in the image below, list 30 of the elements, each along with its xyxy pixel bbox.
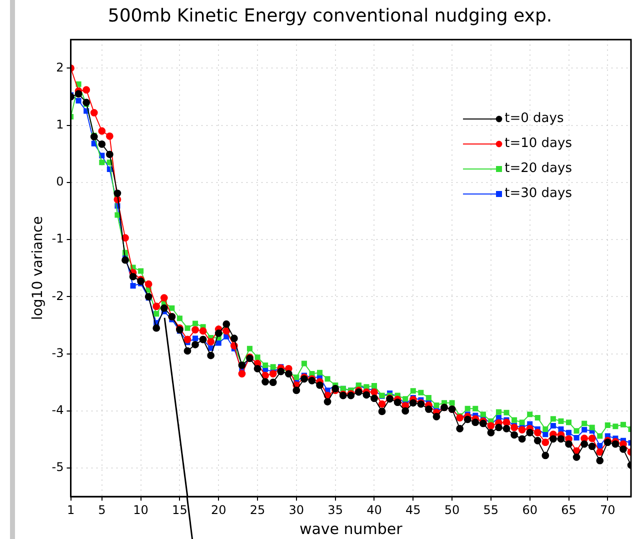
x-tick-label: 25 bbox=[250, 502, 266, 517]
x-tick-label: 50 bbox=[444, 502, 460, 517]
x-tick-label: 40 bbox=[366, 502, 382, 517]
x-tick-label: 30 bbox=[288, 502, 304, 517]
y-tick-label: -4 bbox=[52, 403, 64, 418]
x-tick-label: 45 bbox=[405, 502, 421, 517]
x-tick-label: 60 bbox=[522, 502, 538, 517]
y-tick-label: -1 bbox=[52, 232, 64, 246]
x-tick-label: 10 bbox=[133, 502, 148, 517]
chart-title: 500mb Kinetic Energy conventional nudging exp. bbox=[108, 5, 552, 26]
y-tick-label: -3 bbox=[52, 346, 64, 360]
x-tick-label: 35 bbox=[328, 502, 343, 517]
x-tick-label: 20 bbox=[210, 502, 226, 517]
y-tick-label: 1 bbox=[56, 117, 64, 132]
x-tick-label: 55 bbox=[483, 502, 499, 517]
y-axis-title: log10 variance bbox=[30, 216, 46, 320]
y-tick-label: 0 bbox=[56, 174, 64, 189]
x-tick-label: 5 bbox=[98, 502, 106, 517]
x-tick-label: 1 bbox=[66, 502, 75, 517]
x-tick-label: 15 bbox=[172, 502, 188, 517]
legend-label: t=10 days bbox=[504, 135, 572, 153]
x-axis-title: wave number bbox=[299, 520, 404, 538]
legend-label: t=20 days bbox=[504, 160, 572, 178]
legend-label: t=0 days bbox=[504, 110, 564, 128]
x-tick-label: 70 bbox=[600, 502, 616, 517]
y-tick-label: -5 bbox=[52, 460, 64, 474]
y-tick-label: -2 bbox=[52, 288, 64, 303]
y-tick-label: 2 bbox=[56, 60, 64, 74]
x-tick-label: 65 bbox=[561, 502, 576, 517]
legend-label: t=30 days bbox=[504, 185, 572, 203]
